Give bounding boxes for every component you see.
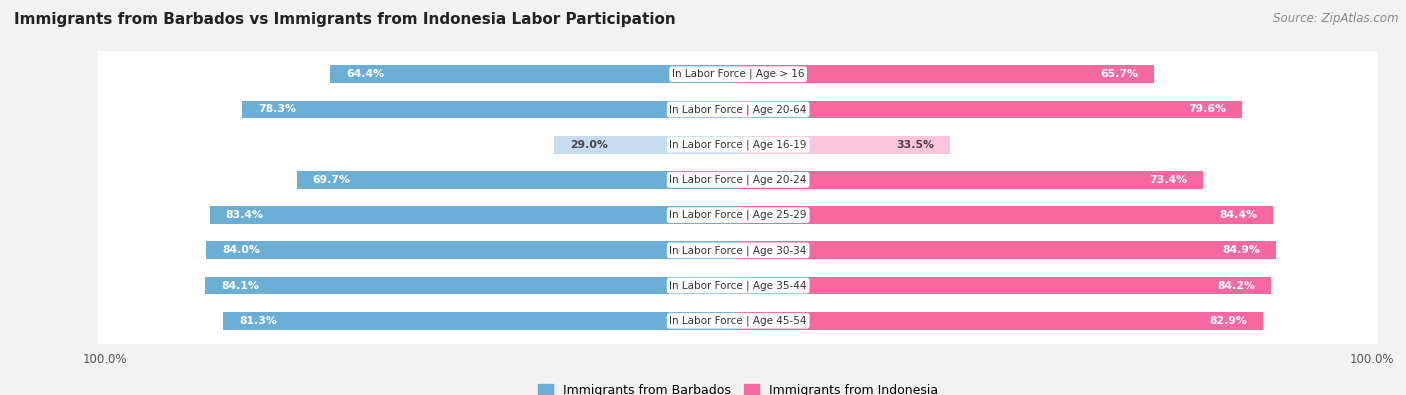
Text: In Labor Force | Age 20-64: In Labor Force | Age 20-64 bbox=[669, 104, 807, 115]
FancyBboxPatch shape bbox=[89, 180, 1388, 250]
Text: 84.9%: 84.9% bbox=[1222, 245, 1260, 255]
Text: 33.5%: 33.5% bbox=[897, 140, 935, 150]
Bar bbox=[738, 241, 1275, 259]
Bar bbox=[738, 312, 1263, 330]
Text: 81.3%: 81.3% bbox=[239, 316, 277, 326]
Legend: Immigrants from Barbados, Immigrants from Indonesia: Immigrants from Barbados, Immigrants fro… bbox=[533, 379, 943, 395]
FancyBboxPatch shape bbox=[89, 285, 1388, 356]
Bar bbox=[207, 241, 738, 259]
Text: In Labor Force | Age 20-24: In Labor Force | Age 20-24 bbox=[669, 175, 807, 185]
Bar bbox=[738, 276, 1271, 295]
FancyBboxPatch shape bbox=[89, 145, 1388, 215]
Text: 84.1%: 84.1% bbox=[221, 280, 259, 291]
Text: In Labor Force | Age 35-44: In Labor Force | Age 35-44 bbox=[669, 280, 807, 291]
Text: In Labor Force | Age 16-19: In Labor Force | Age 16-19 bbox=[669, 139, 807, 150]
Bar bbox=[554, 136, 738, 154]
Text: 79.6%: 79.6% bbox=[1188, 104, 1226, 115]
Text: In Labor Force | Age 30-34: In Labor Force | Age 30-34 bbox=[669, 245, 807, 256]
Bar bbox=[242, 100, 738, 118]
Text: 64.4%: 64.4% bbox=[346, 69, 384, 79]
FancyBboxPatch shape bbox=[89, 109, 1388, 180]
Text: 73.4%: 73.4% bbox=[1149, 175, 1187, 185]
Bar bbox=[738, 136, 950, 154]
Bar bbox=[209, 206, 738, 224]
Bar bbox=[738, 206, 1272, 224]
Text: 84.2%: 84.2% bbox=[1218, 280, 1256, 291]
Text: Source: ZipAtlas.com: Source: ZipAtlas.com bbox=[1274, 12, 1399, 25]
Text: 84.0%: 84.0% bbox=[222, 245, 260, 255]
Text: 84.4%: 84.4% bbox=[1219, 210, 1257, 220]
Bar bbox=[224, 312, 738, 330]
Text: 82.9%: 82.9% bbox=[1209, 316, 1247, 326]
Bar bbox=[738, 65, 1154, 83]
Text: Immigrants from Barbados vs Immigrants from Indonesia Labor Participation: Immigrants from Barbados vs Immigrants f… bbox=[14, 12, 676, 27]
Text: In Labor Force | Age 25-29: In Labor Force | Age 25-29 bbox=[669, 210, 807, 220]
Text: 29.0%: 29.0% bbox=[571, 140, 609, 150]
FancyBboxPatch shape bbox=[89, 250, 1388, 321]
Bar bbox=[738, 171, 1204, 189]
Text: In Labor Force | Age > 16: In Labor Force | Age > 16 bbox=[672, 69, 804, 79]
Text: 69.7%: 69.7% bbox=[312, 175, 350, 185]
Bar bbox=[205, 276, 738, 295]
Bar bbox=[330, 65, 738, 83]
Bar bbox=[297, 171, 738, 189]
FancyBboxPatch shape bbox=[89, 215, 1388, 286]
Bar bbox=[738, 100, 1243, 118]
Text: 83.4%: 83.4% bbox=[226, 210, 264, 220]
Text: In Labor Force | Age 45-54: In Labor Force | Age 45-54 bbox=[669, 316, 807, 326]
FancyBboxPatch shape bbox=[89, 74, 1388, 145]
FancyBboxPatch shape bbox=[89, 39, 1388, 110]
Text: 78.3%: 78.3% bbox=[259, 104, 297, 115]
Text: 65.7%: 65.7% bbox=[1101, 69, 1139, 79]
